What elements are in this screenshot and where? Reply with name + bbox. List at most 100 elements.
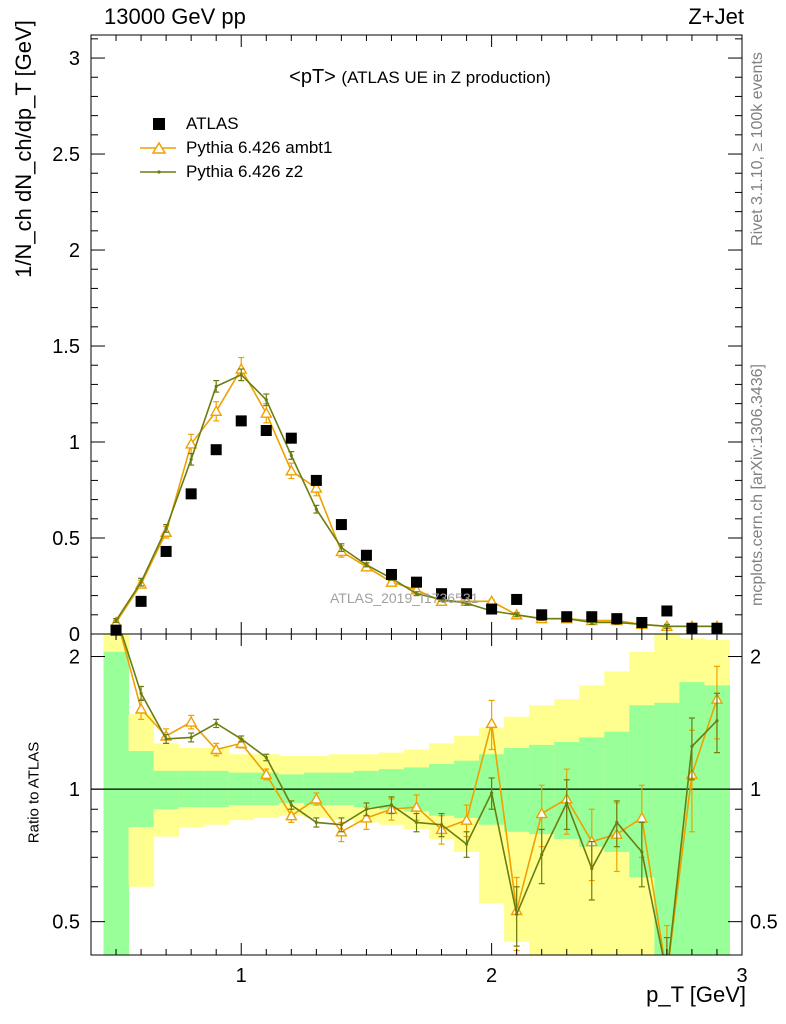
ratio-point-z2 [540,852,544,857]
atlas-data-point [461,588,473,600]
ratio-point-z2 [289,803,293,807]
y-axis-label-ratio: Ratio to ATLAS [25,741,43,844]
ratio-point-z2 [515,912,519,916]
main-y-tick-label: 2.5 [52,144,80,166]
atlas-data-point [586,611,598,623]
ratio-point-ambt1 [260,767,273,780]
atlas-data-point [335,519,347,531]
ratio-y-tick-label-right: 1 [750,779,761,801]
main-point-ambt1 [210,404,223,416]
main-y-tick-label: 1 [69,432,80,454]
ratio-point-z2 [189,735,193,740]
header-left: 13000 GeV pp [104,4,246,29]
ratio-series-z2 [121,634,720,977]
atlas-data-point [160,545,172,557]
green-band-bin [504,747,530,832]
x-axis-label: p_T [GeV] [646,982,746,1007]
ratio-point-ambt1 [285,809,298,821]
main-y-tick-label: 3 [69,48,80,70]
ratio-point-z2 [164,737,168,741]
main-y-tick-label: 0.5 [52,528,80,550]
main-point-z2 [139,580,143,584]
atlas-data-point [360,549,372,561]
plot-title-sub: (ATLAS UE in Z production) [341,68,551,87]
main-point-ambt1 [184,437,198,449]
green-band-bin [103,651,130,955]
ratio-y-tick-label-left: 1 [69,779,80,801]
atlas-data-point [235,415,247,427]
atlas-data-point [185,488,197,500]
green-band-bin [153,770,180,810]
ratio-point-ambt1 [460,813,473,825]
ratio-point-z2 [565,801,569,805]
atlas-data-point [636,616,648,628]
square-marker-icon [153,118,165,130]
ratio-point-ambt1 [485,716,498,729]
ratio-point-z2 [139,691,143,695]
atlas-data-point [561,611,573,623]
ratio-point-z2 [214,721,218,725]
ratio-point-z2 [715,719,719,723]
plot-title-main: <pT> [289,66,336,88]
ratio-point-ambt1 [310,792,323,804]
atlas-data-point [285,432,297,444]
ratio-point-ambt1 [662,970,672,979]
atlas-data-point [486,603,498,615]
ratio-point-z2 [615,820,619,825]
atlas-data-point [411,576,422,588]
ratio-point-ambt1 [134,702,148,714]
ratio-point-ambt1 [410,800,423,812]
main-point-z2 [665,624,669,628]
ratio-point-ambt1 [360,811,373,823]
main-y-tick-label: 1.5 [52,336,80,358]
atlas-data-point [310,474,322,486]
ratio-point-ambt1 [535,807,548,819]
green-band-bin [429,764,455,816]
ratio-point-z2 [264,755,268,760]
atlas-data-point [135,595,147,607]
main-point-ambt1 [310,481,323,493]
atlas-data-point [511,593,523,605]
main-point-z2 [114,618,118,623]
atlas-data-point [385,568,397,580]
main-point-ambt1 [260,406,273,418]
mcplots-note: mcplots.cern.ch [arXiv:1306.3436] [749,364,766,606]
ratio-point-ambt1 [184,715,198,727]
ratio-y-tick-label-right: 0.5 [750,912,778,934]
ratio-point-z2 [389,803,394,807]
main-point-z2 [314,507,318,511]
main-point-z2 [414,592,419,596]
ratio-point-z2 [490,791,494,795]
y-axis-label-main: 1/N_ch dN_ch/dp_T [GeV] [11,20,36,278]
dot-marker-icon [140,170,176,174]
main-point-z2 [164,526,168,531]
atlas-data-point [611,613,623,625]
ratio-point-z2 [314,820,318,825]
ratio-point-z2 [364,807,369,811]
ratio-y-tick-label-right: 2 [750,647,761,669]
legend-label-ambt1: Pythia 6.426 ambt1 [186,138,333,157]
ratio-point-z2 [640,850,644,854]
ratio-y-tick-label-left: 0.5 [52,912,80,934]
ratio-point-z2 [239,737,243,741]
ratio-point-z2 [414,820,419,825]
ratio-point-z2 [665,974,668,977]
atlas-data-point [536,609,548,621]
ratio-point-z2 [464,842,469,846]
atlas-data-point [210,444,222,456]
ratio-point-ambt1 [235,736,248,749]
ratio-point-z2 [690,744,694,749]
atlas-data-point [661,605,673,617]
main-point-z2 [189,457,193,461]
main-point-z2 [339,546,343,550]
analysis-watermark: ATLAS_2019_I1736531 [330,590,479,606]
plot-title: <pT> (ATLAS UE in Z production) [200,66,640,89]
main-y-tick-label: 2 [69,240,80,262]
triangle-marker-icon [140,141,176,154]
main-point-z2 [464,601,469,605]
x-tick-label: 1 [236,965,247,987]
main-point-z2 [364,563,369,567]
main-point-z2 [214,384,218,388]
x-tick-label: 3 [736,965,747,987]
